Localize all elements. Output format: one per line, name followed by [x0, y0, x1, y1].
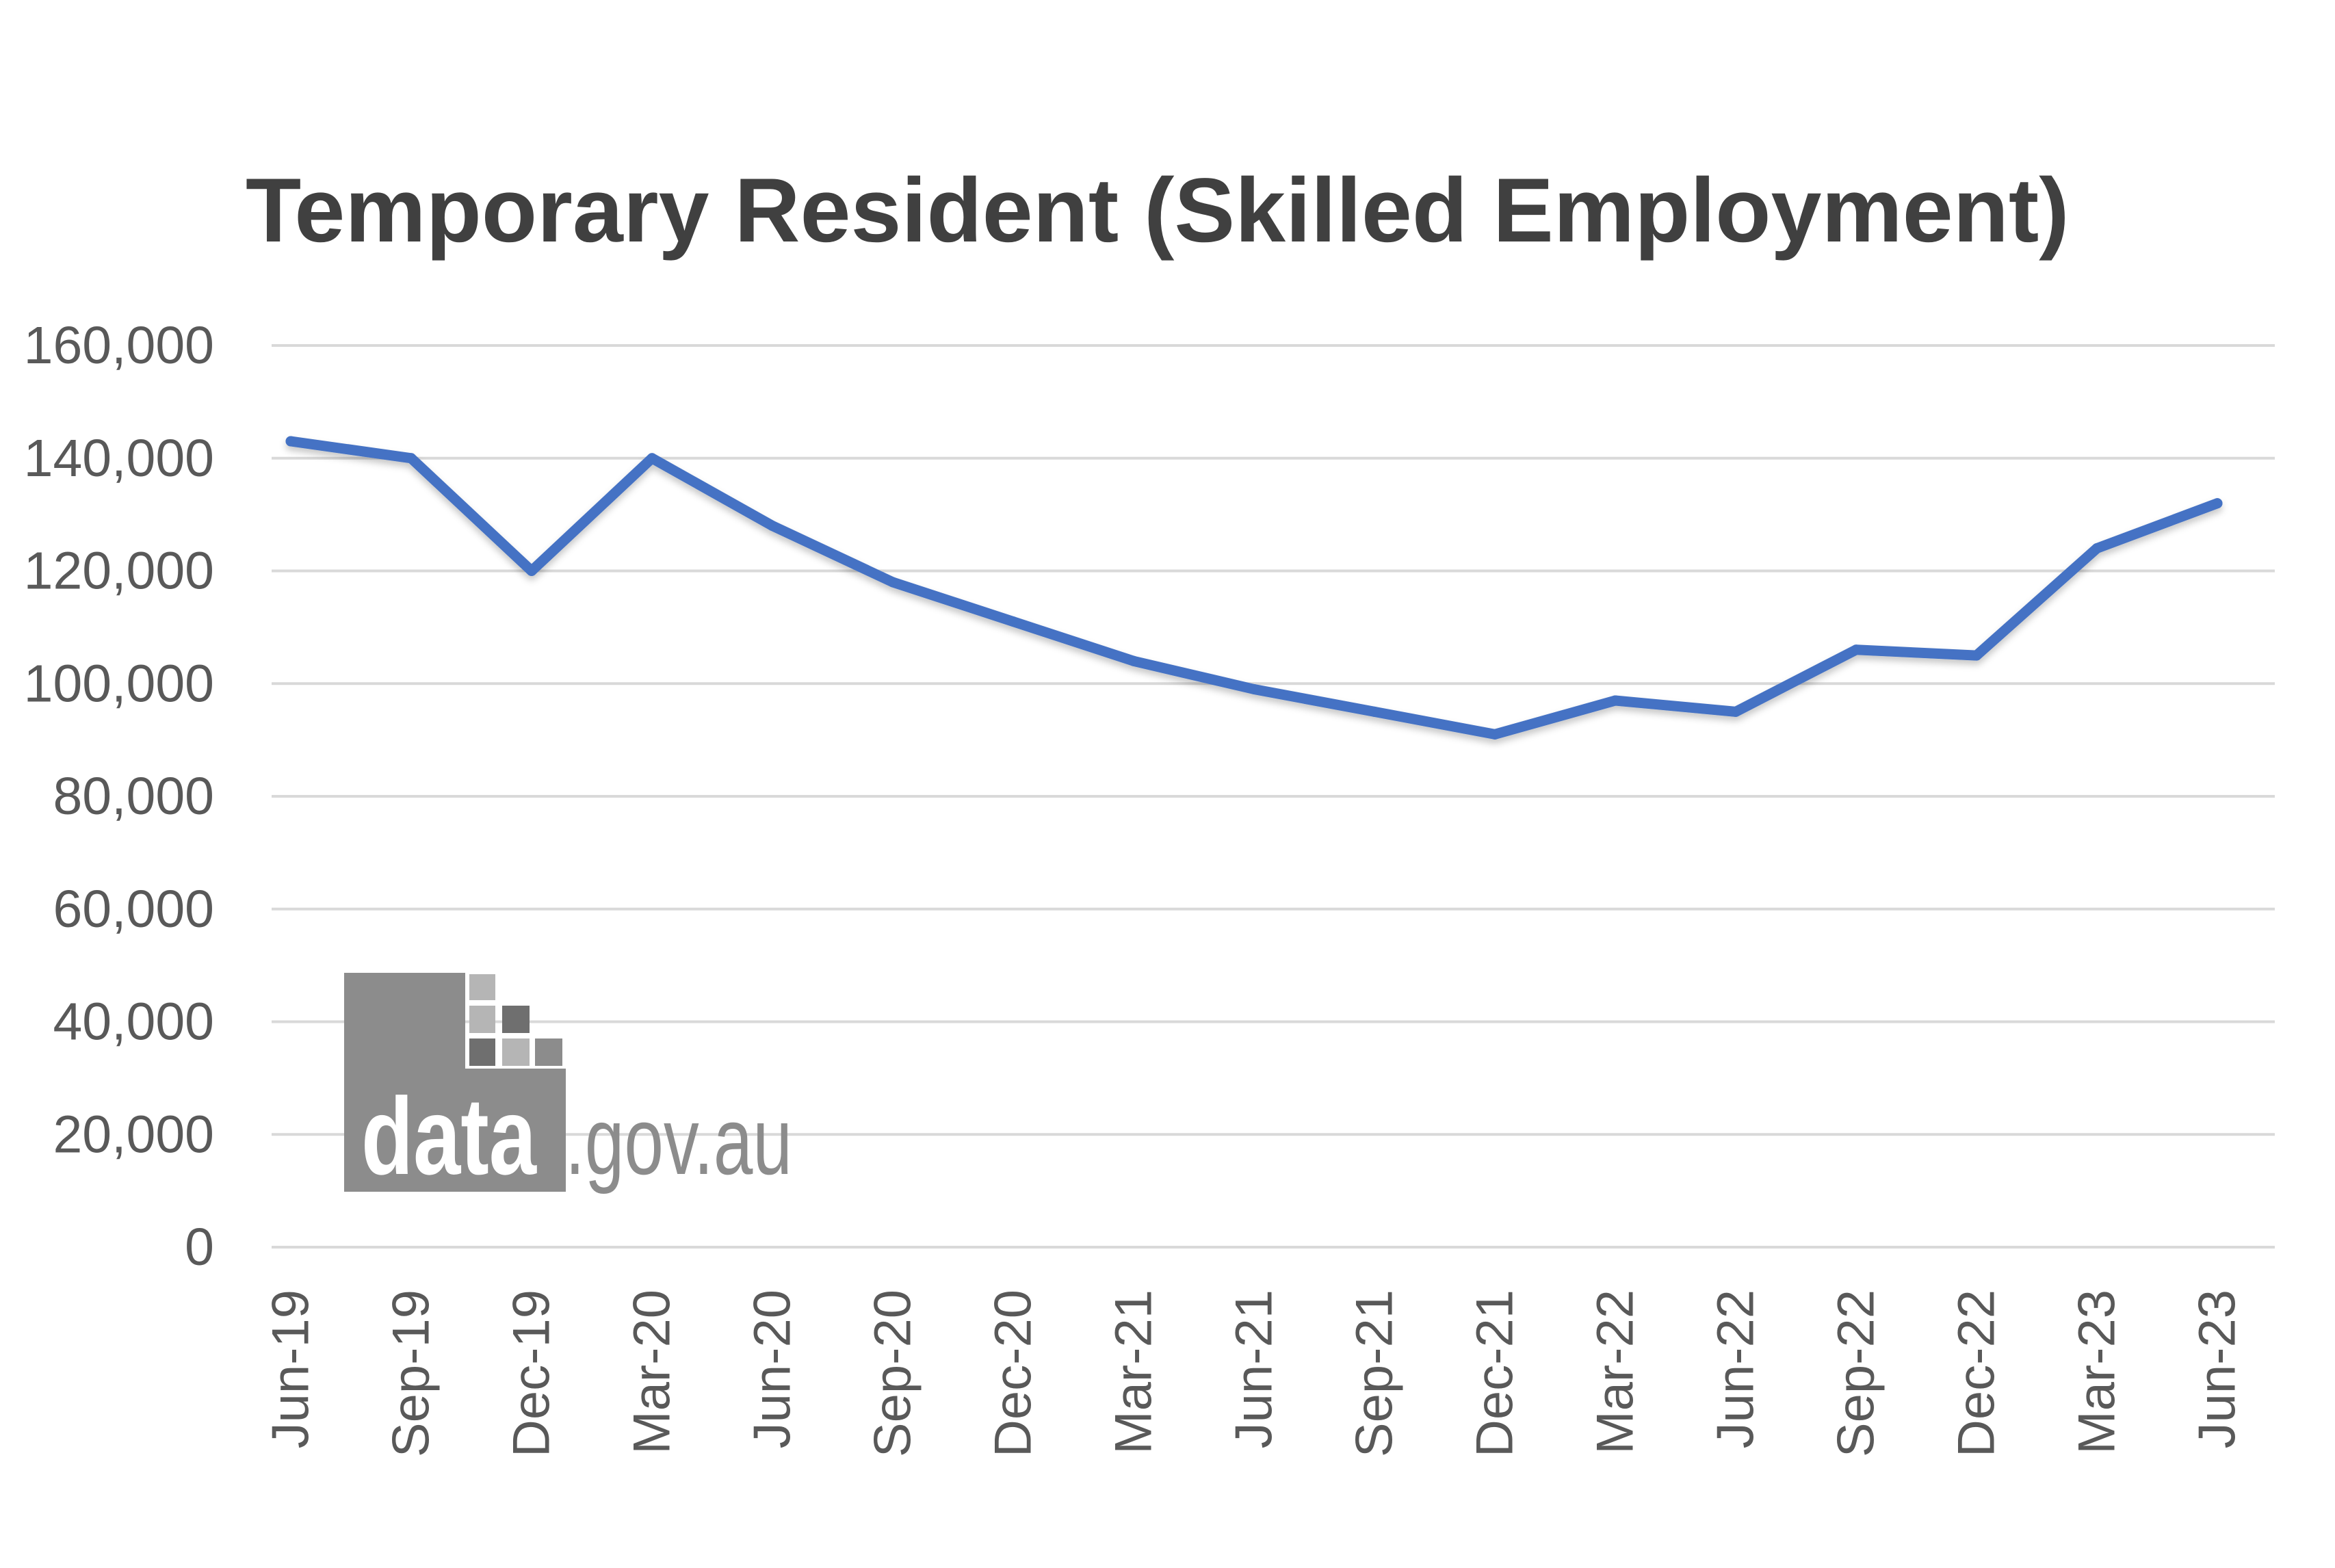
data-point [2212, 498, 2223, 509]
y-tick-label: 20,000 [53, 1105, 214, 1164]
y-tick-label: 140,000 [24, 429, 214, 488]
chart-title: Temporary Resident (Skilled Employment) [246, 160, 2070, 261]
x-tick-label: Dec-21 [1466, 1290, 1524, 1457]
data-point [647, 453, 657, 464]
x-tick-label: Mar-23 [2068, 1290, 2126, 1454]
x-tick-label: Mar-22 [1587, 1290, 1645, 1454]
logo-pixel [502, 1038, 530, 1066]
data-gov-au-logo: data .gov.au [344, 973, 792, 1197]
x-tick-label: Jun-20 [744, 1290, 802, 1448]
x-tick-label: Dec-22 [1948, 1290, 2006, 1457]
x-tick-label: Sep-20 [864, 1290, 922, 1457]
data-point [1249, 684, 1260, 694]
data-point [526, 566, 537, 576]
logo-pixel [535, 1038, 562, 1066]
logo-pixel [469, 1006, 495, 1033]
data-point [406, 453, 417, 464]
logo-primary-text: data [361, 1075, 537, 1197]
logo-secondary-text: .gov.au [565, 1087, 792, 1194]
y-tick-label: 100,000 [24, 654, 214, 713]
data-point [1610, 695, 1621, 706]
logo-pixel [469, 974, 495, 1000]
x-tick-label: Sep-19 [382, 1290, 441, 1457]
y-tick-label: 160,000 [24, 316, 214, 375]
data-point [1008, 616, 1019, 627]
x-tick-label: Jun-22 [1707, 1290, 1765, 1448]
data-point [1128, 655, 1139, 666]
data-point [285, 436, 296, 447]
y-tick-label: 80,000 [53, 767, 214, 826]
y-tick-label: 60,000 [53, 880, 214, 939]
x-tick-label: Dec-20 [984, 1290, 1043, 1457]
x-axis-tick-labels: Jun-19 Sep-19 Dec-19 Mar-20 Jun-20 Sep-20 Dec-… [262, 1290, 2247, 1457]
data-point [1851, 644, 1862, 655]
x-tick-label: Mar-20 [623, 1290, 681, 1454]
logo-box [344, 973, 566, 1192]
logo-pixel [502, 1006, 530, 1033]
x-tick-label: Sep-22 [1827, 1290, 1886, 1457]
y-tick-label: 40,000 [53, 993, 214, 1051]
gridlines [272, 344, 2275, 1249]
data-point [2091, 543, 2102, 553]
x-tick-label: Jun-23 [2189, 1290, 2247, 1448]
x-tick-label: Jun-21 [1225, 1290, 1283, 1448]
y-tick-label: 120,000 [24, 542, 214, 601]
data-point [1369, 706, 1380, 717]
data-point [767, 521, 778, 532]
series-group [285, 436, 2223, 740]
data-point [887, 577, 898, 588]
x-tick-label: Dec-19 [503, 1290, 561, 1457]
y-tick-label: 0 [185, 1218, 214, 1277]
data-point [1730, 706, 1741, 717]
x-tick-label: Sep-21 [1346, 1290, 1404, 1457]
x-tick-label: Mar-21 [1105, 1290, 1163, 1454]
data-point [1971, 650, 1982, 661]
logo-pixel [469, 1038, 495, 1066]
data-point [1489, 729, 1500, 740]
y-axis-tick-labels: 0 20,000 40,000 60,000 80,000 100,000 120,000 1… [24, 316, 214, 1277]
x-tick-label: Jun-19 [262, 1290, 320, 1448]
